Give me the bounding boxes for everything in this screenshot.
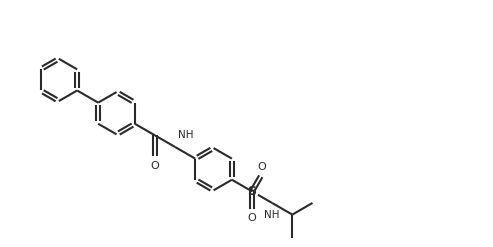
- Text: O: O: [247, 213, 256, 223]
- Text: NH: NH: [264, 210, 280, 220]
- Text: NH: NH: [178, 130, 193, 140]
- Text: O: O: [150, 161, 159, 170]
- Text: O: O: [257, 162, 266, 172]
- Text: S: S: [247, 185, 256, 198]
